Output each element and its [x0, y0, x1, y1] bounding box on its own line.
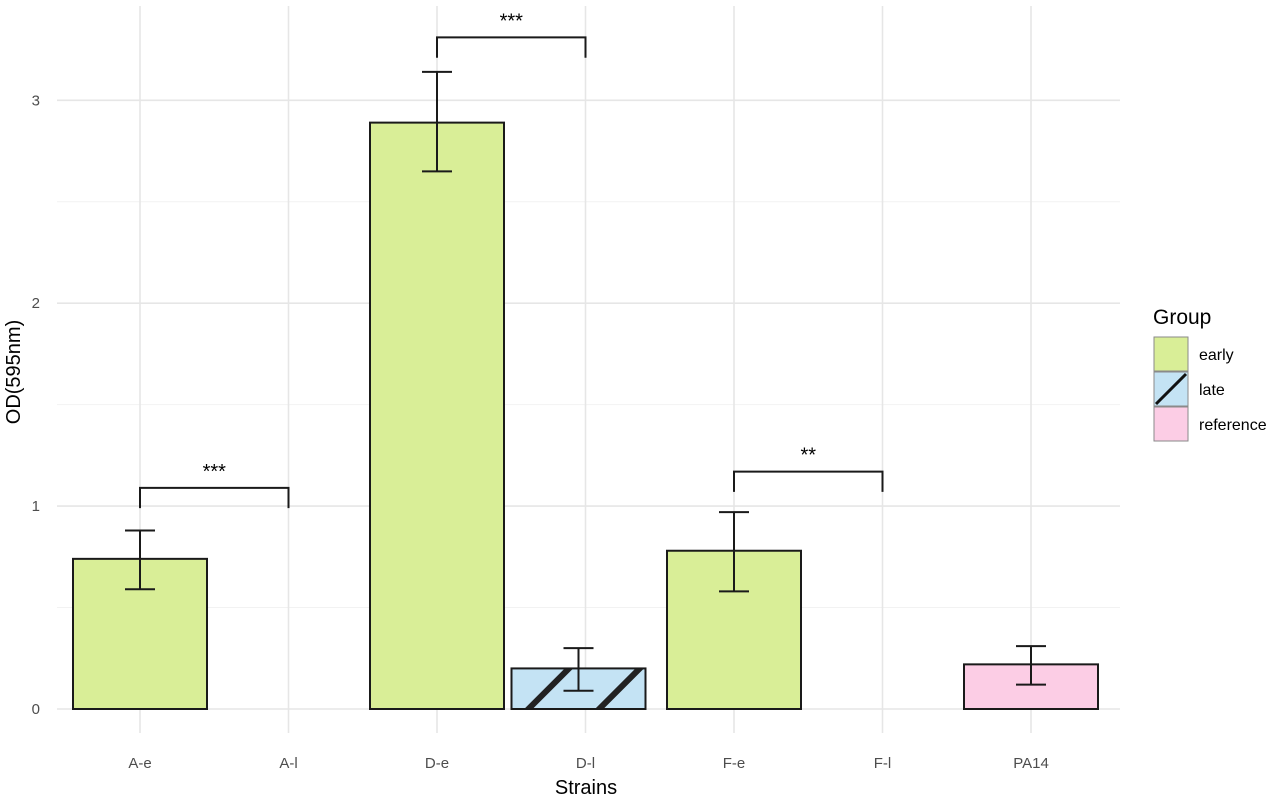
y-tick-label: 3 — [32, 92, 40, 109]
grid — [57, 6, 1120, 733]
legend-key-reference — [1153, 406, 1189, 442]
x-tick-label: A-l — [279, 755, 297, 772]
legend-label-reference: reference — [1199, 417, 1267, 434]
y-tick-label: 1 — [32, 498, 40, 515]
x-axis-title: Strains — [555, 777, 617, 799]
x-tick-label: F-l — [874, 755, 892, 772]
x-tick-label: F-e — [723, 755, 746, 772]
significance-bracket — [139, 486, 290, 509]
legend-stripe-mark — [1154, 372, 1188, 406]
legend-label-late: late — [1199, 382, 1225, 399]
bar-D-e — [369, 121, 505, 710]
x-tick-label: A-e — [128, 755, 151, 772]
legend: Group early late reference — [1153, 306, 1267, 442]
x-tick-label: D-e — [425, 755, 449, 772]
y-axis-ticks: 0 1 2 3 — [32, 92, 40, 718]
significance-label: ** — [800, 445, 816, 467]
significance-label: *** — [203, 461, 227, 483]
legend-label-early: early — [1199, 347, 1234, 364]
x-tick-label: PA14 — [1013, 755, 1049, 772]
legend-key-early — [1153, 336, 1189, 372]
y-axis-title: OD(595nm) — [3, 320, 25, 424]
significance-bracket — [733, 470, 884, 492]
y-tick-label: 2 — [32, 295, 40, 312]
significance-bracket — [436, 36, 587, 58]
error-bars — [125, 70, 1046, 692]
y-tick-label: 0 — [32, 701, 40, 718]
significance-annotations: ******** — [139, 10, 884, 509]
x-tick-label: D-l — [576, 755, 595, 772]
significance-label: *** — [500, 10, 524, 32]
legend-title: Group — [1153, 306, 1211, 329]
x-axis-ticks: A-e A-l D-e D-l F-e F-l PA14 — [128, 755, 1048, 772]
bars — [72, 121, 1099, 710]
